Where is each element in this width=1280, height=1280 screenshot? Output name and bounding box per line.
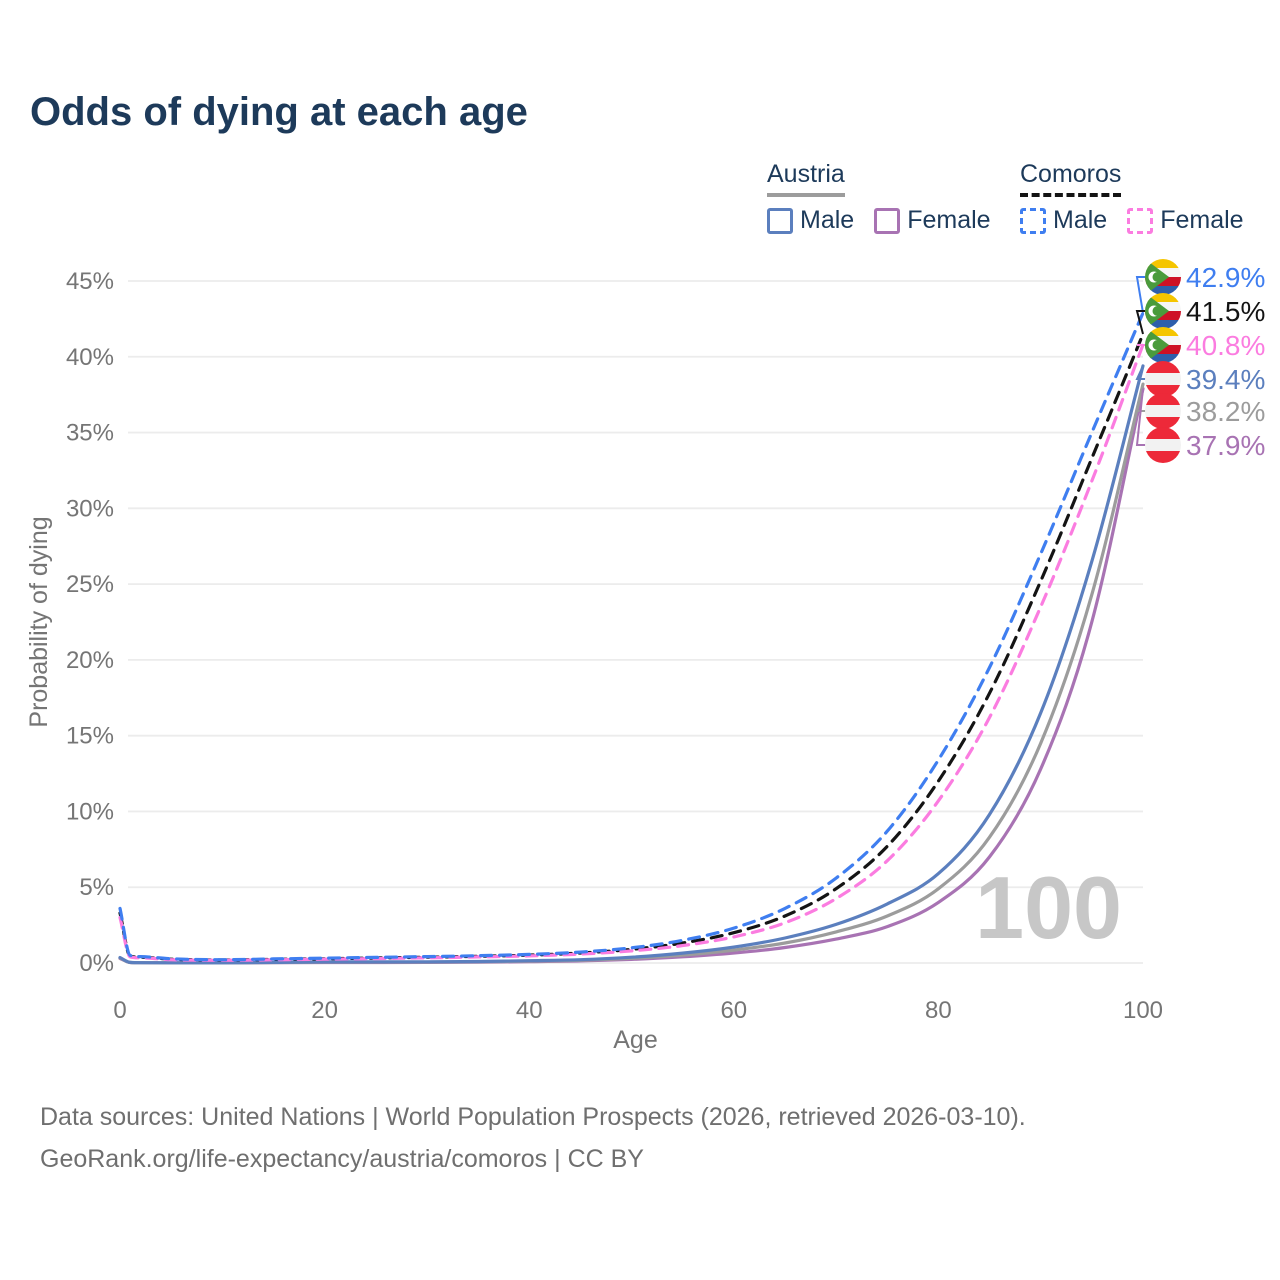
legend-group-comoros: Comoros Male Female bbox=[1020, 160, 1264, 235]
x-tick-label-20: 20 bbox=[311, 997, 338, 1024]
footer-attribution: GeoRank.org/life-expectancy/austria/como… bbox=[40, 1145, 644, 1173]
page-title: Odds of dying at each age bbox=[30, 90, 528, 134]
y-tick-label-0: 0% bbox=[79, 950, 114, 977]
x-tick-label-80: 80 bbox=[925, 997, 952, 1024]
x-tick-label-0: 0 bbox=[113, 997, 126, 1024]
legend-label-austria-female: Female bbox=[907, 206, 991, 234]
y-tick-label-5: 5% bbox=[79, 874, 114, 901]
end-label-value-comoros-male: 42.9% bbox=[1186, 262, 1265, 293]
end-label-value-austria-both: 38.2% bbox=[1186, 396, 1265, 427]
end-label-connector-comoros-both bbox=[1135, 310, 1147, 335]
end-label-connector-austria-both bbox=[1135, 383, 1147, 412]
series-line-comoros-male bbox=[118, 311, 1145, 962]
legend-label-austria-male: Male bbox=[800, 206, 855, 234]
legend-item-comoros-female[interactable]: Female bbox=[1127, 206, 1244, 235]
y-tick-label-25: 25% bbox=[66, 571, 114, 598]
y-tick-label-10: 10% bbox=[66, 798, 114, 825]
legend-row-comoros: Male Female bbox=[1020, 206, 1264, 235]
end-label-connector-austria-male bbox=[1135, 365, 1147, 380]
end-label-value-comoros-female: 40.8% bbox=[1186, 330, 1265, 361]
legend-label-comoros-male: Male bbox=[1053, 206, 1108, 234]
comoros-flag-icon bbox=[1145, 293, 1181, 329]
x-tick-label-40: 40 bbox=[516, 997, 543, 1024]
y-tick-label-30: 30% bbox=[66, 495, 114, 522]
y-tick-label-40: 40% bbox=[66, 344, 114, 371]
legend-swatch-comoros-male bbox=[1020, 207, 1046, 234]
legend-label-comoros-female: Female bbox=[1160, 206, 1244, 234]
series-line-austria-male bbox=[118, 364, 1145, 965]
legend-swatch-austria-male bbox=[767, 207, 793, 234]
x-axis-title: Age bbox=[613, 1026, 657, 1054]
footer: Data sources: United Nations | World Pop… bbox=[40, 1096, 1026, 1180]
y-tick-label-20: 20% bbox=[66, 647, 114, 674]
legend-row-austria: Male Female bbox=[767, 206, 1011, 235]
end-label-value-austria-female: 37.9% bbox=[1186, 430, 1265, 461]
legend-item-austria-male[interactable]: Male bbox=[767, 206, 854, 235]
comoros-flag-icon bbox=[1145, 327, 1181, 363]
austria-flag-icon bbox=[1145, 427, 1181, 463]
y-tick-label-45: 45% bbox=[66, 268, 114, 295]
hover-age-watermark: 100 bbox=[975, 858, 1122, 957]
y-tick-label-35: 35% bbox=[66, 420, 114, 447]
y-axis-title: Probability of dying bbox=[25, 516, 53, 727]
y-tick-label-15: 15% bbox=[66, 723, 114, 750]
end-label-connector-austria-female bbox=[1135, 388, 1147, 446]
austria-flag-icon bbox=[1145, 361, 1181, 397]
footer-data-sources: Data sources: United Nations | World Pop… bbox=[40, 1103, 1026, 1131]
legend-swatch-comoros-female bbox=[1127, 207, 1154, 234]
legend-country-austria: Austria bbox=[767, 160, 845, 197]
legend-group-austria: Austria Male Female bbox=[767, 160, 1011, 235]
legend-item-austria-female[interactable]: Female bbox=[874, 206, 991, 235]
x-tick-label-60: 60 bbox=[720, 997, 747, 1024]
austria-flag-icon bbox=[1145, 393, 1181, 429]
legend-item-comoros-male[interactable]: Male bbox=[1020, 206, 1107, 235]
end-label-connector-comoros-male bbox=[1135, 276, 1147, 313]
legend-swatch-austria-female bbox=[874, 207, 901, 234]
end-label-value-austria-male: 39.4% bbox=[1186, 364, 1265, 395]
legend-country-comoros: Comoros bbox=[1020, 160, 1122, 197]
comoros-flag-icon bbox=[1145, 259, 1181, 295]
end-label-value-comoros-both: 41.5% bbox=[1186, 296, 1265, 327]
x-tick-label-100: 100 bbox=[1123, 997, 1163, 1024]
